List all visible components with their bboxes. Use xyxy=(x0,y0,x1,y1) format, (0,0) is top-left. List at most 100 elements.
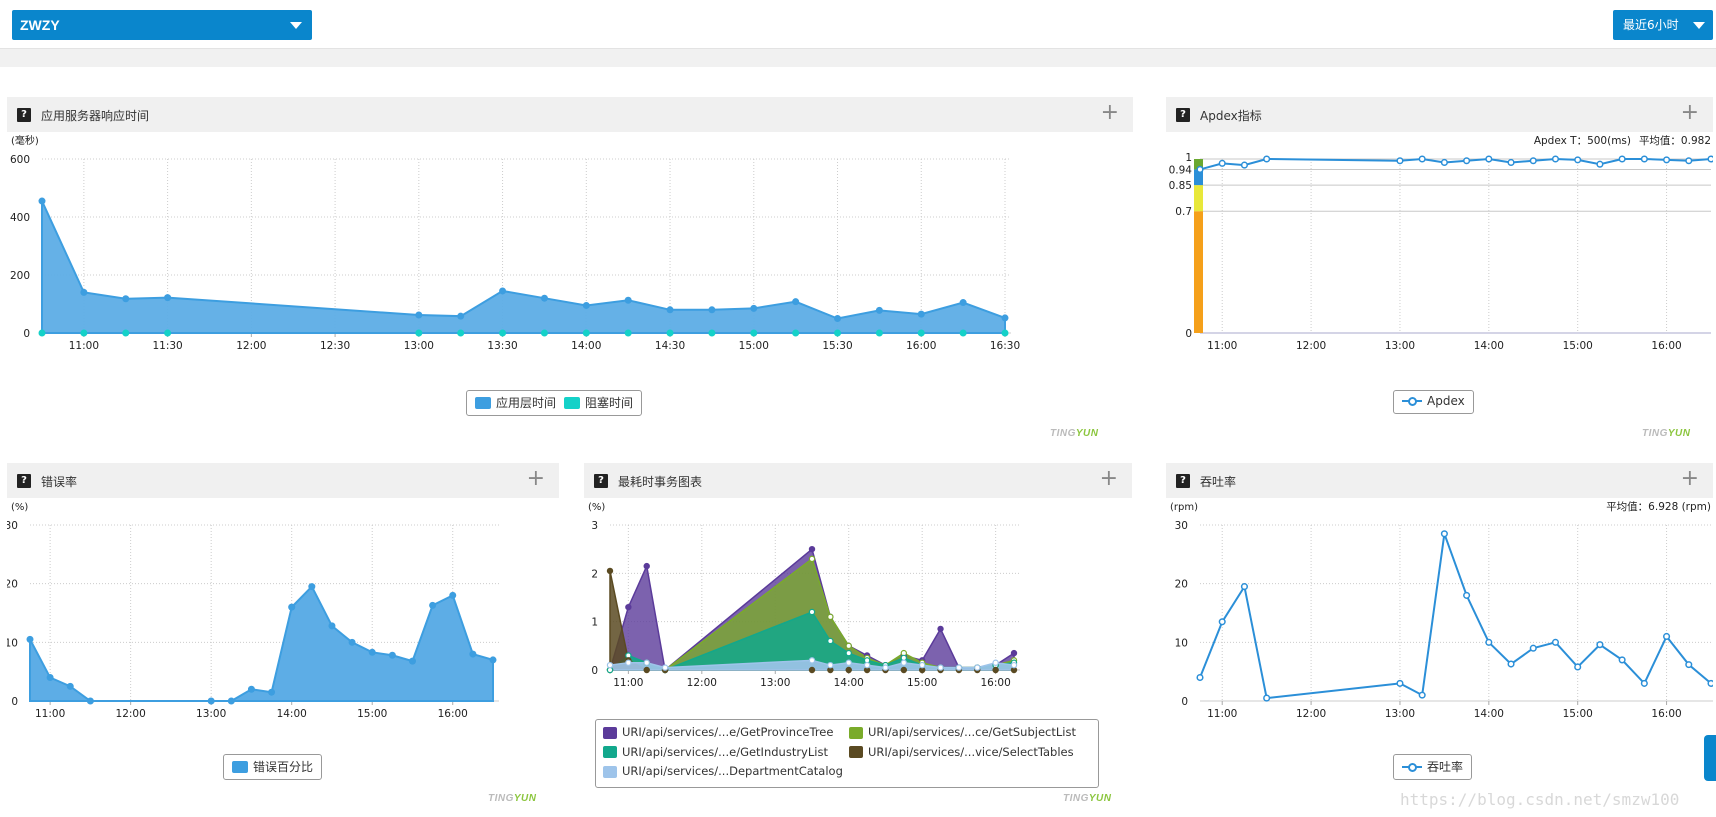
data-point-transaction xyxy=(900,666,908,674)
plus-icon[interactable]: + xyxy=(1680,466,1699,491)
data-point-blocking-time xyxy=(38,329,46,337)
x-tick-label: 16:00 xyxy=(1651,708,1681,720)
panel-title: 最耗时事务图表 xyxy=(618,475,703,489)
data-point-error-percent xyxy=(368,648,376,656)
help-icon[interactable]: ? xyxy=(17,474,31,488)
separator-band xyxy=(0,49,1716,67)
chevron-down-icon xyxy=(1693,22,1705,29)
data-point-apdex xyxy=(1507,158,1515,167)
data-point-error-percent xyxy=(469,650,477,658)
throughput-panel: ? 吞吐率 + (rpm) 0 10 20 30 11:00 12:00 13:00 14:00… xyxy=(1166,463,1713,808)
data-point-error-percent xyxy=(227,697,235,705)
data-point-transaction xyxy=(827,661,834,669)
data-point-throughput xyxy=(1196,673,1204,682)
data-point-throughput xyxy=(1485,638,1493,646)
y-tick-label: 0.85 xyxy=(1169,180,1192,192)
legend-item-error-percent[interactable]: 错误百分比 xyxy=(232,758,313,775)
app-selector-dropdown[interactable]: ZWZY xyxy=(12,10,312,40)
data-point-app-time xyxy=(875,306,883,314)
y-tick-label: 30 xyxy=(7,520,18,532)
y-axis-unit: (毫秒) xyxy=(11,134,39,147)
data-point-blocking-time xyxy=(582,329,590,337)
legend-swatch xyxy=(475,396,491,409)
data-point-blocking-time xyxy=(80,329,88,337)
panel-title: 错误率 xyxy=(41,475,78,489)
apdex-band xyxy=(1194,169,1203,186)
data-point-apdex xyxy=(1196,165,1204,173)
legend-item-app-time[interactable]: 应用层时间 xyxy=(475,394,556,411)
data-point-blocking-time xyxy=(415,329,423,337)
data-point-app-time xyxy=(834,315,842,322)
data-point-transaction xyxy=(625,659,632,666)
data-point-transaction xyxy=(808,666,816,674)
y-tick-label: 30 xyxy=(1175,520,1188,532)
slowest-transactions-chart: (%) 0 1 2 3 11:00 12:00 13:00 14:00 15:00 16:00 xyxy=(588,502,1020,689)
data-point-transaction xyxy=(845,649,852,657)
legend-item-select-tables[interactable]: URI/api/services/...vice/SelectTables xyxy=(849,744,1074,761)
data-point-error-percent xyxy=(66,682,74,690)
legend-item-blocking-time[interactable]: 阻塞时间 xyxy=(564,394,633,411)
data-point-error-percent xyxy=(348,638,356,646)
data-point-apdex xyxy=(1596,160,1604,168)
data-point-error-percent xyxy=(86,697,94,705)
legend-label: URI/api/services/...vice/SelectTables xyxy=(868,744,1074,759)
help-icon[interactable]: ? xyxy=(1176,108,1190,122)
side-feedback-tab[interactable] xyxy=(1704,735,1716,781)
plus-icon[interactable]: + xyxy=(526,466,545,491)
data-point-throughput xyxy=(1396,679,1404,687)
plus-icon[interactable]: + xyxy=(1680,100,1699,125)
panel-title: Apdex指标 xyxy=(1200,109,1262,123)
data-point-transaction xyxy=(918,661,926,669)
error-rate-panel: ? 错误率 + (%) 0 10 20 30 11:00 12:00 13:00 14:00 15… xyxy=(7,463,559,808)
legend-item-apdex[interactable]: Apdex xyxy=(1402,394,1465,408)
time-range-dropdown[interactable]: 最近6小时 xyxy=(1613,10,1713,40)
data-point-transaction xyxy=(882,664,889,671)
legend-item-throughput[interactable]: 吞吐率 xyxy=(1402,758,1463,775)
data-point-transaction xyxy=(937,625,944,633)
data-point-transaction xyxy=(808,545,816,553)
x-tick-label: 16:00 xyxy=(1651,340,1681,352)
data-point-transaction xyxy=(827,637,834,645)
legend-swatch xyxy=(603,765,617,778)
data-point-throughput xyxy=(1440,530,1448,538)
data-point-apdex xyxy=(1218,159,1226,167)
data-point-error-percent xyxy=(207,697,215,705)
plus-icon[interactable]: + xyxy=(1099,466,1118,491)
data-point-app-time xyxy=(750,304,758,312)
data-point-error-percent xyxy=(388,651,396,659)
data-point-blocking-time xyxy=(917,329,925,337)
y-tick-label: 20 xyxy=(7,579,18,591)
x-tick-label: 11:00 xyxy=(35,708,65,720)
data-point-app-time xyxy=(792,298,800,306)
data-point-apdex xyxy=(1418,155,1426,163)
y-axis-unit: (rpm) xyxy=(1170,502,1198,513)
legend-swatch xyxy=(849,726,863,739)
help-icon[interactable]: ? xyxy=(594,474,608,488)
chart-legend: 吞吐率 xyxy=(1393,754,1473,780)
legend-item-department-catalog[interactable]: URI/api/services/...DepartmentCatalog xyxy=(603,763,843,780)
data-point-apdex xyxy=(1463,157,1471,165)
x-tick-label: 13:00 xyxy=(1385,340,1415,352)
legend-item-get-subject-list[interactable]: URI/api/services/...ce/GetSubjectList xyxy=(849,724,1076,741)
x-tick-label: 15:30 xyxy=(822,340,852,352)
panel-header: ? 应用服务器响应时间 + xyxy=(7,97,1133,132)
x-tick-label: 12:00 xyxy=(1296,708,1326,720)
legend-label: URI/api/services/...e/GetIndustryList xyxy=(622,744,828,759)
data-point-blocking-time xyxy=(666,329,674,337)
legend-item-get-province-tree[interactable]: URI/api/services/...e/GetProvinceTree xyxy=(603,724,849,741)
data-point-transaction xyxy=(974,664,981,671)
apdex-panel: ? Apdex指标 + Apdex T：500(ms) 平均值：0.982 0 0.7… xyxy=(1166,97,1713,442)
chart-legend: Apdex xyxy=(1393,390,1474,414)
data-point-apdex xyxy=(1640,155,1648,163)
data-point-transaction xyxy=(845,642,852,650)
data-point-transaction xyxy=(900,659,908,666)
help-icon[interactable]: ? xyxy=(1176,474,1190,488)
y-axis-unit: (%) xyxy=(11,502,28,513)
legend-item-get-industry-list[interactable]: URI/api/services/...e/GetIndustryList xyxy=(603,744,849,761)
error-rate-chart: (%) 0 10 20 30 11:00 12:00 13:00 14:00 15:00 16:00 xyxy=(7,502,499,720)
data-point-error-percent xyxy=(46,674,54,682)
plus-icon[interactable]: + xyxy=(1100,100,1119,125)
tingyun-logo: TINGYUN xyxy=(1050,428,1099,439)
help-icon[interactable]: ? xyxy=(17,108,31,122)
y-tick-label: 20 xyxy=(1175,579,1188,591)
